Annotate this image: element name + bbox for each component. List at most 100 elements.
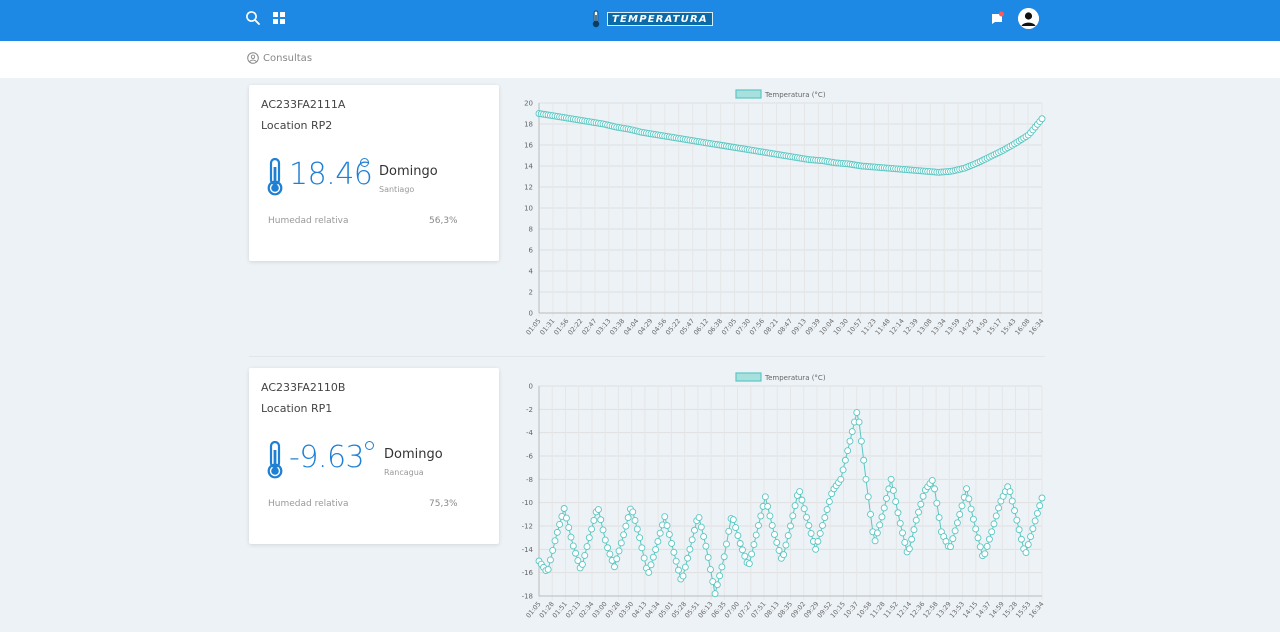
data-point [761, 493, 769, 501]
data-point [590, 517, 598, 524]
data-point [560, 505, 568, 512]
data-point [985, 535, 993, 543]
data-point [704, 553, 712, 561]
data-point [981, 550, 989, 558]
data-point [899, 529, 906, 537]
data-point [780, 551, 788, 559]
device-id: AC233FA2110B [261, 381, 346, 394]
data-point [613, 555, 621, 563]
data-point [732, 524, 740, 532]
data-point [931, 485, 938, 493]
data-point [599, 526, 607, 534]
data-point [645, 569, 653, 576]
data-point [853, 409, 861, 416]
data-point [581, 552, 589, 559]
breadcrumb-label: Consultas [263, 52, 313, 64]
data-point [974, 534, 982, 542]
data-point [789, 512, 797, 520]
data-point [711, 590, 719, 598]
data-point [1038, 494, 1046, 502]
day-label: Domingo [384, 447, 443, 462]
data-point [716, 572, 724, 580]
data-point [953, 519, 961, 527]
data-point [1013, 516, 1021, 524]
degree-symbol [360, 158, 369, 167]
humidity-value: 75,3% [429, 499, 458, 509]
data-point [636, 534, 644, 542]
data-point [857, 437, 865, 445]
sub-header: Consultas [0, 41, 1280, 78]
data-point [983, 543, 991, 550]
data-point [1017, 535, 1025, 543]
data-point [725, 527, 733, 535]
data-point [805, 522, 813, 529]
humidity-value: 56,3% [429, 216, 458, 226]
y-tick-label: 12 [524, 184, 533, 192]
data-point [816, 529, 824, 537]
data-point [912, 516, 920, 524]
device-id: AC233FA2111A [261, 98, 346, 111]
sensor-card: AC233FA2111A Location RP2 18.46 Domingo … [249, 85, 499, 261]
data-point [947, 543, 954, 551]
data-point [695, 514, 703, 521]
humidity-label: Humedad relativa [268, 499, 349, 509]
search-icon[interactable] [245, 10, 261, 26]
data-point [741, 552, 749, 560]
y-tick-label: 18 [524, 121, 533, 129]
data-point [675, 566, 682, 574]
data-point [889, 487, 897, 494]
data-point [988, 528, 996, 536]
data-point [544, 566, 552, 573]
data-point [549, 546, 557, 554]
data-point [1027, 533, 1035, 541]
y-tick-label: 0 [529, 383, 533, 391]
y-tick-label: -18 [522, 593, 533, 601]
thermometer-icon [267, 441, 283, 479]
data-point [892, 498, 900, 506]
data-point [951, 527, 959, 535]
location-name: Location RP2 [261, 119, 333, 132]
data-point [766, 512, 774, 520]
data-point [656, 529, 664, 537]
data-point [1006, 488, 1014, 495]
data-point [569, 542, 577, 550]
data-point [1015, 526, 1023, 534]
data-point [901, 538, 909, 546]
data-point [594, 506, 602, 514]
data-point [748, 550, 756, 558]
user-circle-icon [247, 52, 259, 64]
data-point [633, 525, 641, 533]
location-name: Location RP1 [261, 402, 333, 415]
data-point [551, 537, 559, 545]
data-point [862, 475, 870, 483]
data-point [905, 545, 913, 553]
breadcrumb[interactable]: Consultas [247, 52, 312, 64]
data-point [883, 494, 890, 502]
data-point [814, 537, 822, 545]
data-point [574, 557, 582, 565]
city-label: Rancagua [384, 468, 424, 477]
thermometer-logo-icon [592, 10, 600, 28]
data-point [969, 515, 977, 523]
data-point [713, 581, 721, 589]
data-point [910, 526, 918, 534]
data-point [757, 512, 765, 520]
data-point [697, 523, 705, 531]
data-point [837, 475, 845, 483]
user-avatar-icon[interactable] [1018, 8, 1039, 29]
sensor-card: AC233FA2110B Location RP1 -9.63 Domingo … [249, 368, 499, 544]
y-tick-label: 20 [524, 100, 533, 108]
y-tick-label: -4 [526, 429, 534, 437]
notification-icon[interactable] [991, 11, 1005, 25]
y-tick-label: -8 [526, 476, 533, 484]
data-point [915, 508, 922, 516]
brand-logo[interactable]: TEMPERATURA [591, 9, 713, 29]
data-point [841, 456, 849, 464]
data-point [876, 521, 884, 529]
grid-icon[interactable] [273, 12, 285, 24]
data-point [606, 550, 614, 558]
data-point [1029, 525, 1037, 533]
data-point [739, 546, 746, 554]
data-point [615, 547, 623, 555]
data-point [604, 544, 612, 552]
